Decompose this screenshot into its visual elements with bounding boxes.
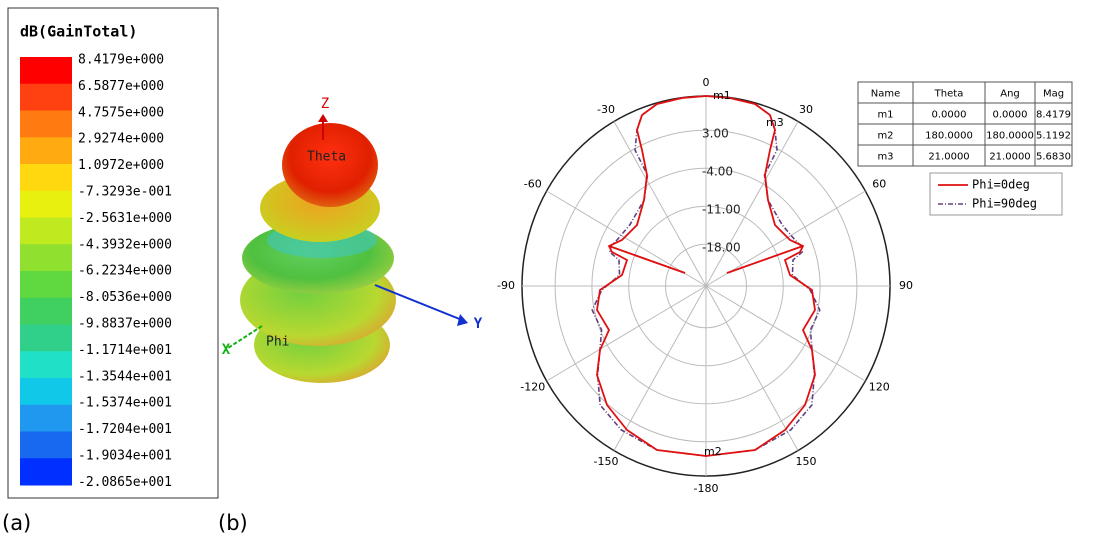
colorbar-label: 1.0972e+000 xyxy=(78,158,164,173)
table-header: Theta xyxy=(934,89,964,100)
polar-grid xyxy=(521,95,891,477)
colorbar-swatch xyxy=(20,164,72,192)
angle-label: -150 xyxy=(594,455,619,468)
marker-label: m3 xyxy=(766,116,784,129)
colorbar-swatch xyxy=(20,110,72,138)
colorbar-swatch xyxy=(20,458,72,486)
polar-labels: 0 30 60 90 120 150 -180 -150 -120 -90 -60 -30 3.00 -4… xyxy=(497,76,913,495)
colorbar-label: -1.7204e+001 xyxy=(78,422,172,437)
angle-label: 0 xyxy=(703,76,710,89)
table-header: Name xyxy=(871,89,901,100)
table-header: Mag xyxy=(1043,89,1064,100)
table-value: 180.0000 xyxy=(986,131,1034,142)
angle-label: 120 xyxy=(869,381,890,394)
radial-label: 3.00 xyxy=(702,127,729,141)
colorbar-swatch xyxy=(20,137,72,165)
grid-spoke xyxy=(613,121,707,287)
colorbar-label: -9.8837e+000 xyxy=(78,317,172,332)
colorbar-swatch xyxy=(20,271,72,299)
colorbar-label: -4.3932e+000 xyxy=(78,237,172,252)
angle-label: -30 xyxy=(597,103,615,116)
legend-frame xyxy=(929,172,1063,216)
table-cell xyxy=(1034,144,1073,167)
colorbar-label: -7.3293e-001 xyxy=(78,185,172,200)
table-value: 5.1192 xyxy=(1036,131,1071,142)
colorbar-label: 6.5877e+000 xyxy=(78,79,164,94)
marker-label: m1 xyxy=(713,89,731,102)
table-value: 180.0000 xyxy=(925,131,973,142)
table-value: m3 xyxy=(877,152,893,163)
radial-label: -18.00 xyxy=(702,241,741,255)
grid-spoke xyxy=(705,285,799,451)
caption: (a) xyxy=(2,511,31,535)
colorbar-label: -1.9034e+001 xyxy=(78,449,172,464)
legend-label: Phi=90deg xyxy=(972,197,1037,211)
x-axis-label: X xyxy=(222,342,231,358)
table-value: m1 xyxy=(877,110,893,121)
table-value: 0.0000 xyxy=(993,110,1028,121)
colorbar-label: -2.5631e+000 xyxy=(78,211,172,226)
colorbar-swatch xyxy=(20,378,72,406)
angle-label: -60 xyxy=(524,178,542,191)
angle-label: -120 xyxy=(520,381,545,394)
colorbar-label: 8.4179e+000 xyxy=(78,53,164,68)
table-value: 8.4179 xyxy=(1036,110,1071,121)
angle-label: -180 xyxy=(694,482,719,495)
colorbar-swatch xyxy=(20,190,72,218)
colorbar-label: -6.2234e+000 xyxy=(78,264,172,279)
angle-label: -90 xyxy=(497,279,515,292)
colorbar-label: -2.0865e+001 xyxy=(78,475,172,490)
angle-label: 60 xyxy=(872,178,886,191)
marker-label: m2 xyxy=(704,445,722,458)
radial-label: -11.00 xyxy=(702,203,741,217)
grid-spoke xyxy=(613,285,707,451)
colorbar-label: -1.5374e+001 xyxy=(78,396,172,411)
polar-curves xyxy=(591,95,821,457)
colorbar-label: 4.7575e+000 xyxy=(78,105,164,120)
colorbar-labels: 8.4179e+000 6.5877e+000 4.7575e+000 2.9274e… xyxy=(78,53,172,490)
colorbar-label: -8.0536e+000 xyxy=(78,290,172,305)
colorbar-label: 2.9274e+000 xyxy=(78,132,164,147)
z-axis-label: Z xyxy=(321,96,329,112)
phi-label: Phi xyxy=(266,335,289,350)
colorbar-swatch xyxy=(20,351,72,379)
table-value: 21.0000 xyxy=(989,152,1030,163)
colorbar-title: dB(GainTotal) xyxy=(20,23,137,41)
colorbar-swatch xyxy=(20,57,72,85)
colorbar-swatch xyxy=(20,431,72,459)
grid-spoke xyxy=(705,121,799,287)
colorbar-swatch xyxy=(20,404,72,432)
colorbar-label: -1.3544e+001 xyxy=(78,369,172,384)
table-value: 0.0000 xyxy=(932,110,967,121)
grid-spoke xyxy=(705,285,866,382)
caption: (b) xyxy=(218,511,248,535)
grid-spoke xyxy=(546,285,707,382)
table-value: 5.6830 xyxy=(1036,152,1071,163)
legend-label: Phi=0deg xyxy=(972,178,1030,192)
angle-label: 150 xyxy=(796,455,817,468)
radial-label: -4.00 xyxy=(702,165,733,179)
colorbar-swatch xyxy=(20,244,72,272)
table-header: Ang xyxy=(1000,89,1020,100)
table-value: m2 xyxy=(877,131,893,142)
colorbar-swatch xyxy=(20,217,72,245)
angle-label: 90 xyxy=(899,279,913,292)
marker-table: Name Theta Ang Mag m1 0.0000 0.0000 8.4179 m2 180… xyxy=(857,81,1073,167)
theta-label: Theta xyxy=(307,150,346,165)
table-value: 21.0000 xyxy=(928,152,969,163)
angle-label: 30 xyxy=(799,103,813,116)
colorbar-swatch xyxy=(20,83,72,111)
y-axis-label: Y xyxy=(474,316,483,332)
pattern-3d xyxy=(227,114,468,383)
colorbar-swatches xyxy=(20,57,72,486)
colorbar-swatch xyxy=(20,297,72,325)
colorbar-label: -1.1714e+001 xyxy=(78,343,172,358)
colorbar-swatch xyxy=(20,324,72,352)
